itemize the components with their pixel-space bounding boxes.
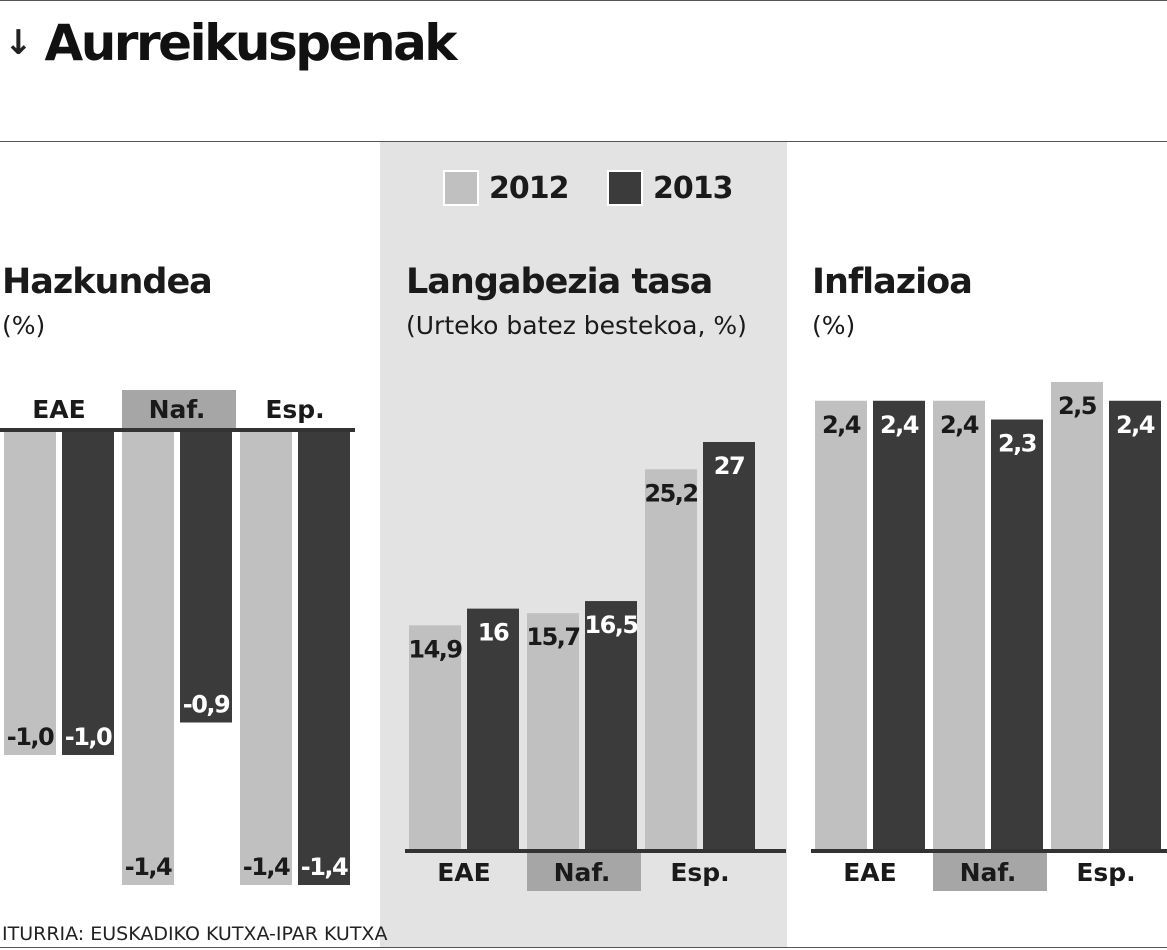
unemployment-axis-line [405,849,786,853]
top-rule [0,0,1167,1]
growth-data-label: -0,9 [183,691,230,719]
unemployment-bar-2012 [527,613,579,851]
growth-category-label: Naf. [149,395,206,424]
legend-item-2013: 2013 [607,170,733,206]
growth-data-label: -1,4 [125,853,172,881]
growth-bar-2012 [4,430,56,755]
bottom-rule [0,947,1167,948]
legend-label-2013: 2013 [653,170,733,206]
unemployment-data-label: 16 [478,619,509,647]
growth-category-label: Esp. [265,395,324,424]
unemployment-bar-2013 [585,601,637,851]
growth-data-label: -1,4 [301,853,348,881]
header: ↓ Aurreikuspenak [4,14,458,72]
inflation-data-label: 2,4 [822,411,861,439]
unemployment-category-label: EAE [437,858,491,887]
page-title: Aurreikuspenak [44,14,458,72]
legend-item-2012: 2012 [443,170,569,206]
inflation-data-label: 2,4 [880,411,919,439]
inflation-subtitle: (%) [812,311,856,340]
unemployment-bar-2013 [703,442,755,851]
growth-category-label: EAE [32,395,86,424]
inflation-bar-2013 [1109,400,1161,851]
inflation-data-label: 2,4 [1116,411,1155,439]
growth-data-label: -1,0 [65,723,112,751]
inflation-data-label: 2,5 [1058,392,1097,420]
unemployment-data-label: 16,5 [584,611,638,639]
growth-category-highlight [122,390,236,428]
growth-bar-2012 [240,430,292,885]
growth-title: Hazkundea [2,262,213,302]
legend-swatch-2012 [443,170,479,206]
growth-bar-2013 [298,430,350,885]
inflation-category-label: Esp. [1076,858,1135,887]
inflation-bar-2012 [933,400,985,851]
unemployment-subtitle: (Urteko batez bestekoa, %) [406,311,747,340]
growth-data-label: -1,4 [243,853,290,881]
inflation-data-label: 2,3 [998,430,1036,458]
inflation-title: Inflazioa [812,262,973,302]
unemployment-data-label: 15,7 [526,623,579,651]
unemployment-bar-2013 [467,608,519,851]
legend-label-2012: 2012 [489,170,569,206]
growth-bar-2012 [122,430,174,885]
inflation-axis-line [811,849,1167,853]
source-note: ITURRIA: EUSKADIKO KUTXA-IPAR KUTXA [2,923,388,945]
unemployment-category-label: Naf. [554,858,611,887]
inflation-category-highlight [933,853,1047,891]
unemployment-title: Langabezia tasa [406,262,713,302]
growth-bar-2013 [180,430,232,723]
inflation-bar-2013 [873,400,925,851]
legend-swatch-2013 [607,170,643,206]
inflation-bar-2012 [815,400,867,851]
growth-axis-line [0,428,355,432]
inflation-bar-2013 [991,419,1043,851]
growth-chart: EAE Naf. Esp. -1,0 -1,4 -1,4 -1,0 -0,9 -1,4 [0,390,355,885]
unemployment-category-highlight [527,853,641,891]
arrow-down-icon: ↓ [4,23,33,63]
growth-subtitle: (%) [2,311,46,340]
inflation-chart: EAE Naf. Esp. 2,4 2,4 2,5 2,4 2,3 2,4 [811,382,1167,891]
growth-bar-2013 [62,430,114,755]
unemployment-category-label: Esp. [670,858,729,887]
inflation-category-label: EAE [843,858,897,887]
unemployment-chart: EAE Naf. Esp. 14,9 15,7 25,2 16 16,5 27 [405,442,786,891]
unemployment-data-label: 14,9 [408,635,462,663]
header-divider [0,141,1167,142]
inflation-bar-2012 [1051,382,1103,851]
unemployment-data-label: 27 [714,452,744,480]
inflation-data-label: 2,4 [940,411,979,439]
unemployment-bar-2012 [409,625,461,851]
unemployment-data-label: 25,2 [644,479,697,507]
inflation-category-label: Naf. [960,858,1017,887]
unemployment-bar-2012 [645,469,697,851]
growth-data-label: -1,0 [7,723,54,751]
